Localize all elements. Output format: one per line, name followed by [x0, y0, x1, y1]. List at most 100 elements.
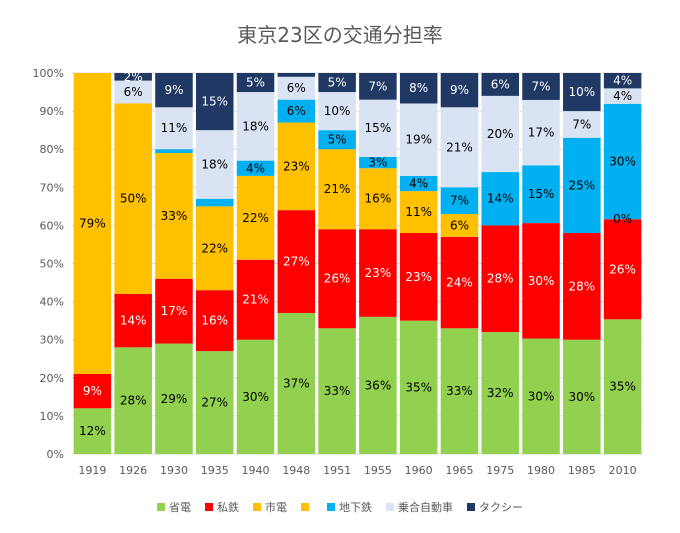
bar-segment: [481, 332, 520, 454]
bar-segment: [155, 278, 193, 344]
bar-segment: [359, 168, 397, 230]
data-label: 22%: [242, 211, 269, 225]
data-label: 15%: [365, 121, 392, 135]
data-label: 6%: [450, 218, 469, 232]
bar-segment: [236, 175, 275, 260]
bar-segment: [399, 175, 438, 192]
data-label: 7%: [532, 79, 551, 93]
data-label: 30%: [528, 389, 555, 403]
data-label: 23%: [283, 159, 310, 173]
bar-segment: [236, 92, 275, 161]
x-tick-label: 1919: [78, 464, 106, 477]
bar-segment: [359, 156, 397, 169]
legend-label: 地下鉄: [339, 500, 372, 514]
data-label: 21%: [324, 182, 351, 196]
y-tick-label: 10%: [40, 410, 64, 423]
legend-item: 地下鉄: [327, 500, 372, 514]
bar-segment: [236, 339, 275, 454]
data-label: 33%: [446, 384, 473, 398]
bar-segment: [563, 137, 601, 234]
legend-item: 市電: [253, 500, 287, 514]
bar-segment: [563, 111, 601, 138]
data-label: 30%: [609, 155, 636, 169]
bar-segment: [481, 225, 520, 333]
data-label: 3%: [368, 156, 387, 170]
x-tick-label: 1948: [282, 464, 310, 477]
legend-swatch: [157, 503, 165, 511]
data-label: 11%: [405, 205, 432, 219]
y-tick-label: 90%: [40, 105, 64, 118]
bar-segment: [563, 73, 601, 112]
bar-segment: [236, 73, 275, 93]
y-axis-ticks: 0% 10% 20% 30% 40% 50% 60% 70% 80% 90% 100%: [33, 67, 64, 461]
data-label: 35%: [609, 380, 636, 394]
bar-segment: [563, 233, 601, 340]
legend-swatch: [386, 503, 394, 511]
data-label: 30%: [568, 390, 595, 404]
bar-segment: [155, 107, 193, 150]
x-tick-label: 1955: [364, 464, 392, 477]
data-label: 7%: [368, 79, 387, 93]
data-label: 9%: [83, 384, 102, 398]
x-tick-label: 1965: [445, 464, 473, 477]
data-label: 6%: [491, 77, 510, 91]
bar-segment: [481, 73, 520, 96]
bar-segment: [603, 103, 642, 220]
bar-segment: [522, 165, 560, 224]
x-tick-label: 1935: [201, 464, 229, 477]
legend-label: 乗合自動車: [398, 500, 453, 514]
data-label: 6%: [287, 81, 306, 95]
data-label: 4%: [246, 161, 265, 175]
bar-segment: [359, 229, 397, 317]
data-label: 4%: [409, 176, 428, 190]
bar-segment: [318, 73, 356, 93]
data-label: 17%: [528, 126, 555, 140]
bar-segment: [399, 103, 438, 176]
data-label: 17%: [161, 304, 188, 318]
legend-swatch: [467, 503, 475, 511]
data-label: 16%: [365, 192, 392, 206]
bar-segment: [318, 92, 356, 131]
x-tick-label: 1930: [160, 464, 188, 477]
bar-segment: [318, 130, 356, 150]
data-label: 29%: [161, 392, 188, 406]
bar-segment: [114, 73, 152, 81]
legend-item: タクシー: [467, 501, 523, 514]
bar-segment: [195, 206, 234, 291]
x-tick-label: 1985: [568, 464, 596, 477]
bar-segment: [195, 130, 234, 199]
x-axis-ticks: 1919 1926 1930 1935 1940 1948 1951 1955 1960 1965…: [78, 464, 636, 477]
bar-segment: [359, 99, 397, 157]
data-label: 9%: [164, 83, 183, 97]
data-label: 26%: [609, 262, 636, 276]
x-tick-label: 1951: [323, 464, 351, 477]
bar-segment: [114, 293, 152, 348]
x-tick-label: 1960: [405, 464, 433, 477]
legend-label: 省電: [169, 501, 191, 514]
data-label: 20%: [487, 127, 514, 141]
data-labels: 12%9%79%28%14%50%6%2%29%17%33%11%9%27%16…: [79, 70, 636, 438]
bar-segment: [155, 153, 193, 279]
x-tick-label: 1926: [119, 464, 147, 477]
bar-segment: [318, 229, 356, 329]
bar-segment: [155, 73, 193, 108]
data-label: 5%: [246, 76, 265, 90]
data-label: 22%: [201, 241, 228, 255]
y-tick-label: 60%: [40, 219, 64, 232]
bar-segment: [114, 80, 152, 104]
data-label: 16%: [201, 314, 228, 328]
legend-swatch: [205, 503, 213, 511]
bar-segment: [481, 172, 520, 226]
x-tick-label: 1980: [527, 464, 555, 477]
bar-segment: [481, 95, 520, 173]
data-label: 10%: [324, 104, 351, 118]
data-label: 35%: [405, 380, 432, 394]
legend-item: 乗合自動車: [386, 500, 453, 514]
y-tick-label: 50%: [40, 258, 64, 271]
data-label: 32%: [487, 386, 514, 400]
data-label: 9%: [450, 83, 469, 97]
bar-segment: [73, 408, 112, 454]
data-label: 26%: [324, 272, 351, 286]
data-label: 28%: [568, 279, 595, 293]
